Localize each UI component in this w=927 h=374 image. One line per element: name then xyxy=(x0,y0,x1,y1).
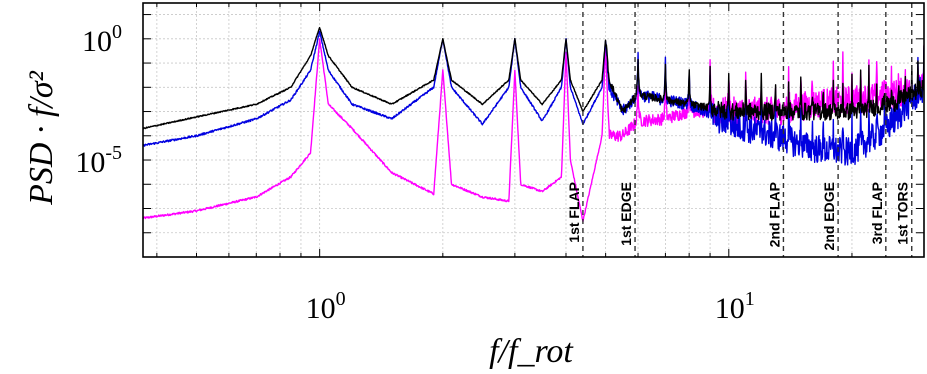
x-tick-label: 100 xyxy=(306,288,346,325)
y-tick-label: 10-5 xyxy=(75,142,122,179)
y-tick-label: 100 xyxy=(82,21,122,58)
mode-label: 2nd EDGE xyxy=(821,182,837,250)
y-axis-label-text: PSD · f/σ² xyxy=(23,70,60,205)
x-tick-label: 101 xyxy=(715,288,755,325)
mode-label: 1st EDGE xyxy=(618,182,634,246)
series-line xyxy=(143,26,924,130)
series-layer xyxy=(143,26,924,223)
y-axis-label: PSD · f/σ² xyxy=(23,70,60,205)
mode-line-layer: 1st FLAP 1st EDGE 2nd FLAP 2nd EDGE 3rd FLAP… xyxy=(566,3,913,257)
mode-label: 1st TORS xyxy=(895,182,911,245)
mode-label: 1st FLAP xyxy=(566,182,582,243)
plot-background xyxy=(143,3,924,257)
tick-label-layer: 100 101 100 10-5 xyxy=(75,21,754,325)
x-axis-label: f/f_rot xyxy=(489,333,574,370)
series-line xyxy=(143,38,924,223)
tick-layer xyxy=(143,3,925,258)
series-line xyxy=(143,30,924,166)
mode-label: 3rd FLAP xyxy=(869,182,885,244)
mode-label: 2nd FLAP xyxy=(766,182,782,247)
plot-frame xyxy=(142,2,925,258)
